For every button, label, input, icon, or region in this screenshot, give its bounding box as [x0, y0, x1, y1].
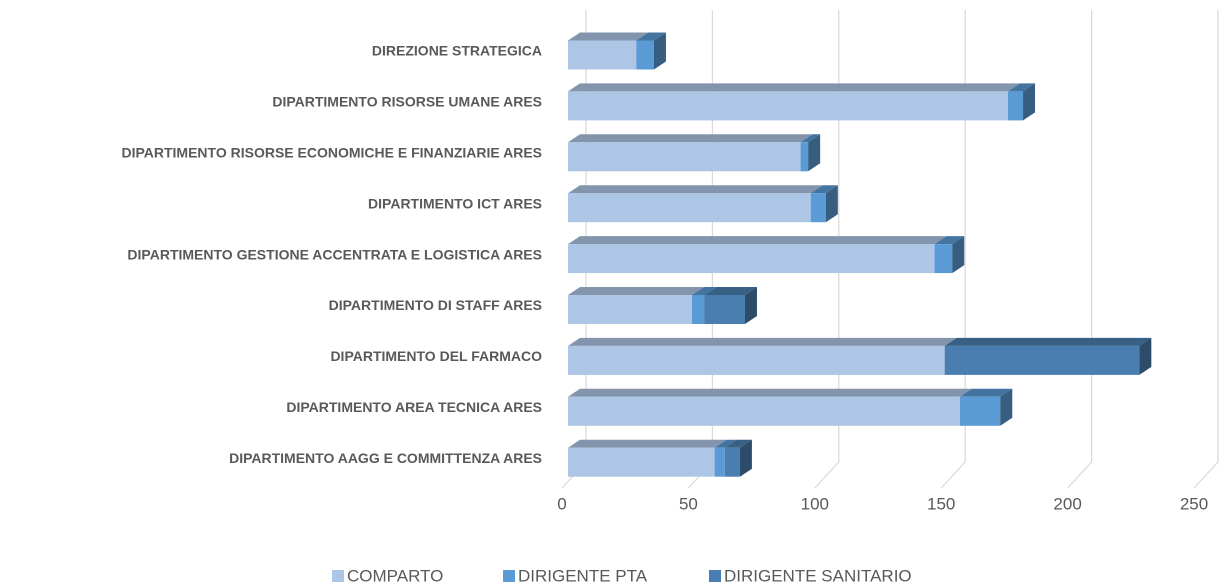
grid-line [1067, 10, 1093, 489]
legend-label: DIRIGENTE SANITARIO [724, 566, 912, 585]
x-tick-label: 200 [1053, 494, 1081, 513]
bar-top-face [568, 32, 649, 41]
bar-top-face [568, 287, 704, 295]
category-label: DIPARTIMENTO RISORSE ECONOMICHE E FINANZ… [121, 145, 542, 161]
bar-side-face [744, 287, 757, 324]
bar-top-face [568, 236, 947, 245]
bar-top-face [810, 185, 838, 194]
bar [1007, 91, 1024, 121]
bar-side-face [1023, 83, 1036, 121]
category-label: DIPARTIMENTO GESTIONE ACCENTRATA E LOGIS… [127, 246, 542, 262]
legend-swatch [332, 570, 344, 582]
bar [800, 142, 809, 172]
bar-top-face [636, 32, 666, 41]
bar [568, 142, 801, 172]
x-tick-label: 50 [679, 494, 698, 513]
category-label: DIPARTIMENTO AAGG E COMMITTENZA ARES [229, 450, 542, 466]
bar [691, 295, 705, 324]
category-label: DIPARTIMENTO AREA TECNICA ARES [286, 399, 542, 415]
grid-line [1193, 10, 1219, 489]
x-tick-label: 0 [557, 494, 566, 513]
bar [568, 193, 811, 223]
x-tick-label: 100 [801, 494, 829, 513]
bar-side-face [739, 439, 752, 477]
bar-side-face [1000, 388, 1013, 426]
bar [568, 40, 637, 70]
x-tick-label: 150 [927, 494, 955, 513]
bar [704, 295, 745, 324]
bar-top-face [568, 337, 957, 346]
category-label: DIPARTIMENTO RISORSE UMANE ARES [272, 94, 542, 110]
bar-top-face [704, 287, 757, 295]
bar [724, 447, 740, 477]
bar-top-face [934, 236, 965, 245]
legend-swatch [503, 570, 515, 582]
bar-top-face [800, 134, 821, 143]
x-tick-label: 250 [1180, 494, 1208, 513]
bar-top-face [691, 287, 717, 295]
bar [944, 345, 1140, 375]
bar [636, 40, 654, 70]
bar-top-face [568, 439, 727, 448]
bar [568, 396, 960, 426]
bar [568, 91, 1008, 121]
bar [568, 295, 692, 324]
bar-top-face [944, 337, 1152, 346]
bar-top-face [1007, 83, 1036, 92]
bar-top-face [959, 388, 1013, 397]
bar [810, 193, 826, 223]
bar-top-face [568, 134, 813, 143]
legend-label: COMPARTO [347, 566, 443, 585]
bar [568, 345, 945, 375]
bar-top-face [714, 439, 737, 448]
legend-label: DIRIGENTE PTA [518, 566, 648, 585]
bar-side-face [653, 32, 666, 70]
grid-line [814, 10, 840, 489]
category-label: DIPARTIMENTO ICT ARES [368, 195, 542, 211]
category-label: DIREZIONE STRATEGICA [372, 43, 542, 59]
bar [568, 244, 935, 274]
bar [959, 396, 1001, 426]
bar-top-face [724, 439, 752, 448]
bar-top-face [568, 185, 823, 194]
grid-line [940, 10, 966, 489]
bar-side-face [825, 185, 838, 223]
bar-top-face [568, 388, 972, 397]
bar-side-face [808, 134, 821, 172]
legend-swatch [709, 570, 721, 582]
bar [714, 447, 725, 477]
bar [568, 447, 715, 477]
bar [934, 244, 953, 274]
bar-side-face [1139, 337, 1152, 375]
bar-top-face [568, 83, 1020, 92]
bar-side-face [952, 236, 965, 274]
category-label: DIPARTIMENTO DI STAFF ARES [329, 297, 542, 313]
category-label: DIPARTIMENTO DEL FARMACO [330, 348, 542, 364]
